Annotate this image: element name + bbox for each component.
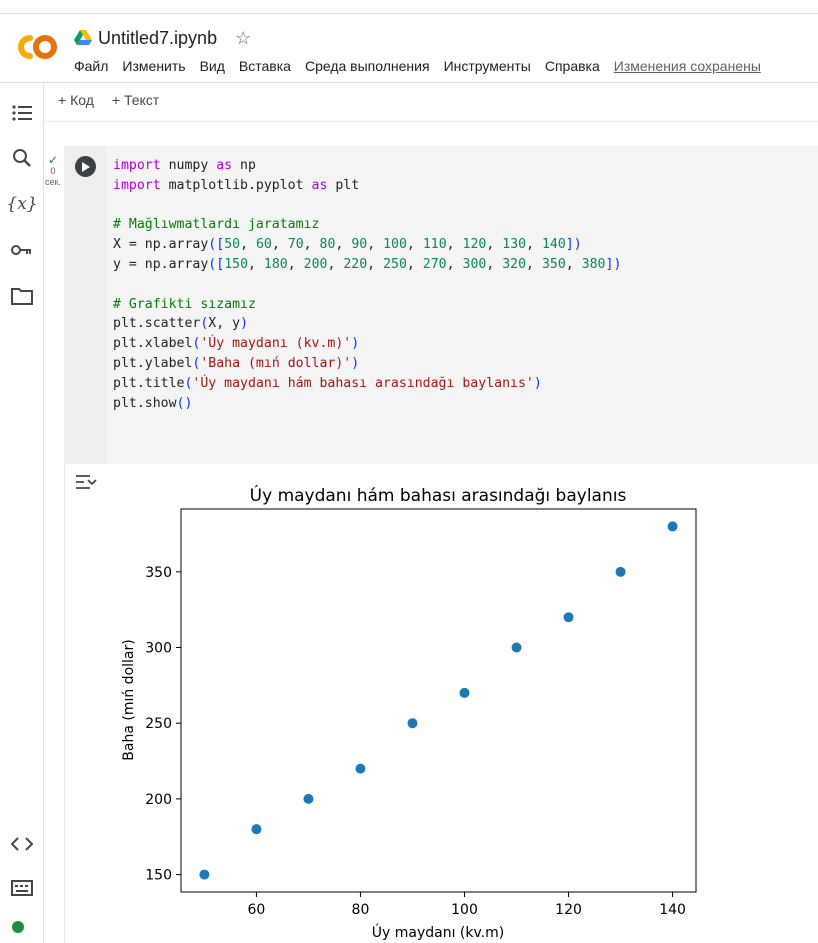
x-tick-label: 140 xyxy=(659,902,686,918)
scatter-point xyxy=(667,521,678,532)
search-icon[interactable] xyxy=(10,146,34,170)
notebook-title[interactable]: Untitled7.ipynb xyxy=(98,27,218,48)
code-line: y = np.array([150, 180, 200, 220, 250, 2… xyxy=(113,256,622,272)
cell-output xyxy=(64,464,818,943)
code-line: plt.xlabel('Úy maydanı (kv.m)') xyxy=(113,336,360,352)
check-icon: ✓ xyxy=(47,153,59,167)
drive-icon[interactable] xyxy=(74,30,92,46)
code-line: X = np.array([50, 60, 70, 80, 90, 100, 1… xyxy=(113,237,582,253)
menu-bar: Файл Изменить Вид Вставка Среда выполнен… xyxy=(74,58,761,74)
scatter-point xyxy=(407,718,418,729)
x-axis-label: Úy maydanı (kv.m) xyxy=(372,923,504,940)
y-tick-label: 250 xyxy=(145,716,172,732)
y-tick-label: 300 xyxy=(145,641,172,657)
cell-gutter xyxy=(64,146,106,464)
exec-count: 0 xyxy=(50,166,56,176)
colab-logo[interactable] xyxy=(12,32,60,62)
scatter-point xyxy=(251,824,262,835)
toc-icon[interactable] xyxy=(10,101,34,125)
scatter-point xyxy=(355,763,366,774)
scatter-point xyxy=(511,642,522,653)
x-tick-label: 60 xyxy=(248,902,266,918)
code-line: import matplotlib.pyplot as plt xyxy=(113,177,360,193)
menu-help[interactable]: Справка xyxy=(544,58,600,74)
output-toggle-icon[interactable] xyxy=(75,473,97,491)
code-line: # Mağlıwmatlardı jaratamız xyxy=(113,217,320,233)
menu-file[interactable]: Файл xyxy=(74,58,109,74)
play-icon xyxy=(82,161,90,172)
star-icon[interactable]: ☆ xyxy=(235,27,252,48)
scatter-point xyxy=(615,566,626,577)
scatter-chart: Úy maydanı hám bahası arasındağı baylanı… xyxy=(121,484,697,940)
scatter-point xyxy=(563,612,574,623)
code-snippets-icon[interactable] xyxy=(10,832,34,856)
folder-icon[interactable] xyxy=(10,284,34,308)
code-line: import numpy as np xyxy=(113,158,256,173)
title-row: Untitled7.ipynb ☆ xyxy=(74,26,251,50)
menu-tools[interactable]: Инструменты xyxy=(443,58,531,74)
terminal-icon[interactable] xyxy=(10,876,34,900)
scatter-point xyxy=(303,793,314,804)
code-line: plt.show() xyxy=(113,395,193,411)
y-tick-label: 200 xyxy=(145,792,172,808)
add-code-button[interactable]: + Код xyxy=(58,92,94,108)
y-axis-label: Baha (mıń dollar) xyxy=(121,639,137,760)
code-line: plt.title('Úy maydanı hám bahası arasınd… xyxy=(113,375,542,391)
code-line: # Grafikti sızamız xyxy=(113,296,256,312)
variables-icon[interactable]: {x} xyxy=(6,194,38,214)
toolbar-divider xyxy=(44,121,818,122)
exec-unit: сек. xyxy=(45,177,61,187)
runtime-status-dot[interactable] xyxy=(12,921,24,933)
code-line: plt.scatter(X, y) xyxy=(113,316,249,332)
saved-status-link[interactable]: Изменения сохранены xyxy=(613,58,761,74)
data-points xyxy=(199,521,678,880)
code-cell[interactable] xyxy=(64,146,818,464)
chart-title: Úy maydanı hám bahası arasındağı baylanı… xyxy=(250,484,627,506)
y-tick-label: 150 xyxy=(145,868,172,884)
y-tick-label: 350 xyxy=(145,565,172,581)
notebook-toolbar: + Код + Текст xyxy=(58,92,177,108)
x-axis: 60 80 100 120 140 xyxy=(248,892,686,918)
plot-frame xyxy=(180,508,697,893)
key-icon[interactable] xyxy=(10,238,34,262)
scatter-point xyxy=(459,687,470,698)
code-line: plt.ylabel('Baha (mıń dollar)') xyxy=(113,355,360,371)
execution-status: ✓ 0 сек. xyxy=(44,153,62,188)
menu-runtime[interactable]: Среда выполнения xyxy=(304,58,430,74)
scatter-point xyxy=(199,869,210,880)
sidebar-divider xyxy=(43,83,44,943)
add-text-button[interactable]: + Текст xyxy=(111,92,160,108)
code-editor[interactable]: import numpy as np import matplotlib.pyp… xyxy=(113,156,621,413)
menu-edit[interactable]: Изменить xyxy=(122,58,186,74)
y-axis: 150 200 250 300 350 xyxy=(145,565,181,884)
menu-insert[interactable]: Вставка xyxy=(238,58,291,74)
x-tick-label: 120 xyxy=(555,902,582,918)
run-cell-button[interactable] xyxy=(75,156,96,177)
top-border xyxy=(0,13,818,14)
x-tick-label: 80 xyxy=(352,902,370,918)
x-tick-label: 100 xyxy=(451,902,478,918)
header-divider xyxy=(0,82,818,83)
menu-view[interactable]: Вид xyxy=(199,58,225,74)
